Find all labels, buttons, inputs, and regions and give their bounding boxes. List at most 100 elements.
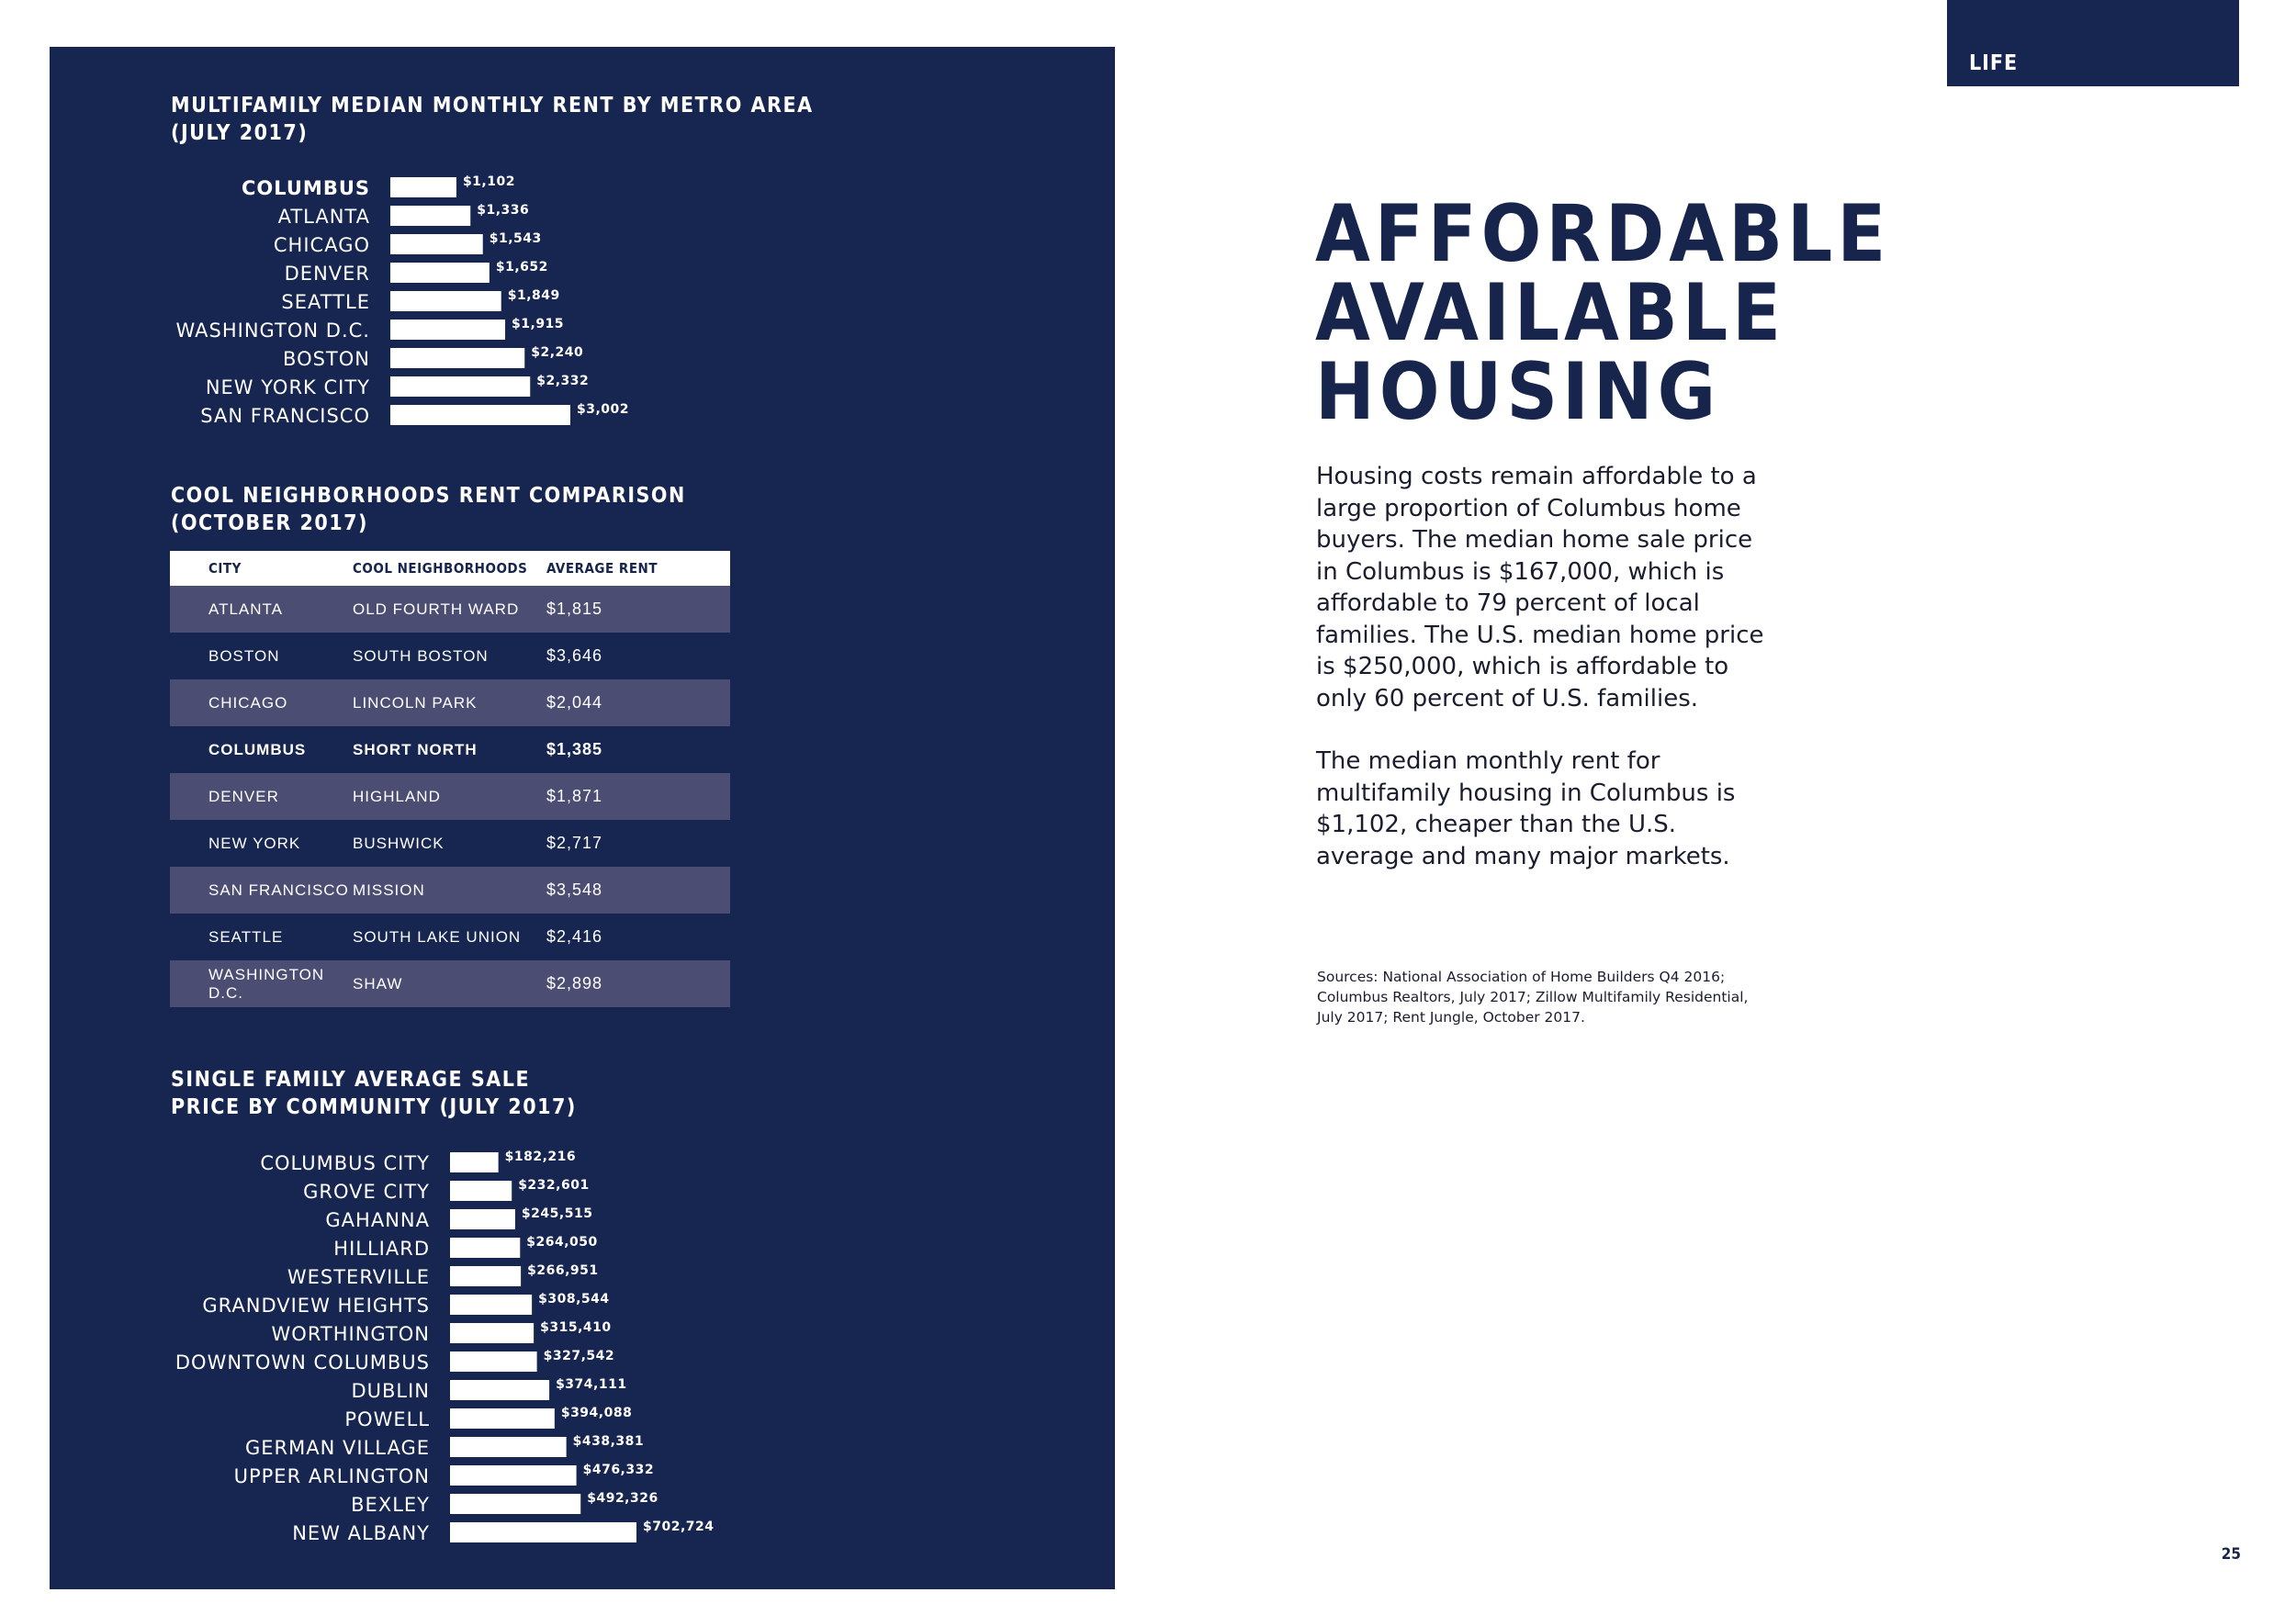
rent-comparison-table-wrap: CITY COOL NEIGHBORHOODS AVERAGE RENT ATL… — [170, 551, 730, 1007]
cell-city: ATLANTA — [170, 586, 353, 633]
data-label: $1,915 — [512, 317, 564, 331]
data-label: $374,111 — [556, 1377, 627, 1392]
column-header-average-rent: AVERAGE RENT — [546, 551, 730, 586]
sale-chart-svg: COLUMBUS CITY $182,216 GROVE CITY $232,601 G… — [175, 1150, 715, 1544]
table-row: WASHINGTON D.C. SHAW $2,898 — [170, 960, 730, 1007]
rent-table-title: COOL NEIGHBORHOODS RENT COMPARISON (OCTO… — [171, 484, 686, 535]
column-header-city: CITY — [170, 551, 353, 586]
category-label: GRANDVIEW HEIGHTS — [202, 1295, 430, 1317]
data-label: $245,515 — [522, 1206, 593, 1221]
category-label: WORTHINGTON — [272, 1323, 430, 1345]
bar — [450, 1351, 537, 1372]
category-label: COLUMBUS CITY — [260, 1152, 430, 1174]
category-label: SEATTLE — [281, 291, 370, 313]
cell-neighborhood: OLD FOURTH WARD — [353, 586, 546, 633]
data-label: $2,332 — [536, 374, 589, 388]
data-label: $702,724 — [643, 1520, 715, 1534]
sale-chart-title: SINGLE FAMILY AVERAGE SALE PRICE BY COMM… — [171, 1068, 577, 1119]
bar — [390, 206, 471, 226]
section-tab: LIFE — [1947, 0, 2239, 86]
cell-neighborhood: MISSION — [353, 867, 546, 914]
data-label: $308,544 — [538, 1292, 610, 1307]
category-label: POWELL — [344, 1408, 430, 1430]
bar — [450, 1437, 567, 1457]
data-label: $2,240 — [531, 345, 583, 360]
cell-average-rent: $1,385 — [546, 740, 603, 758]
category-label: GERMAN VILLAGE — [245, 1437, 430, 1459]
category-label: NEW YORK CITY — [206, 376, 370, 398]
table-row: DENVER HIGHLAND $1,871 — [170, 773, 730, 820]
cell-city: NEW YORK — [208, 834, 301, 852]
cell-neighborhood: SHORT NORTH — [353, 740, 478, 758]
data-label: $266,951 — [527, 1263, 599, 1278]
page-number: 25 — [2221, 1545, 2241, 1564]
cell-average-rent: $1,815 — [546, 586, 730, 633]
category-label: UPPER ARLINGTON — [234, 1465, 430, 1487]
category-label: GAHANNA — [325, 1209, 430, 1231]
data-label: $232,601 — [518, 1178, 590, 1193]
cell-average-rent: $3,548 — [546, 867, 730, 914]
cell-average-rent: $2,898 — [546, 960, 730, 1007]
cell-neighborhood: BUSHWICK — [353, 834, 445, 852]
headline-line: AFFORDABLE — [1315, 188, 1891, 280]
table-row: SEATTLE SOUTH LAKE UNION $2,416 — [170, 914, 730, 960]
rent-bar-chart: COLUMBUS $1,102 ATLANTA $1,336 CHICAGO $1,543… — [0, 0, 698, 441]
data-label: $1,652 — [496, 260, 548, 275]
bar — [390, 348, 525, 368]
cell-city: CHICAGO — [170, 679, 353, 726]
bar — [450, 1209, 515, 1229]
table-row: NEW YORK BUSHWICK $2,717 — [170, 820, 730, 867]
bar — [450, 1323, 535, 1343]
bar — [450, 1238, 521, 1258]
sources-note: Sources: National Association of Home Bu… — [1317, 969, 1749, 1026]
bar — [450, 1266, 522, 1286]
data-label: $3,002 — [577, 402, 629, 417]
cell-neighborhood: HIGHLAND — [353, 773, 546, 820]
bar — [450, 1380, 550, 1400]
data-label: $476,332 — [583, 1463, 655, 1477]
rent-chart-title: MULTIFAMILY MEDIAN MONTHLY RENT BY METRO… — [171, 94, 814, 145]
category-label: DOWNTOWN COLUMBUS — [175, 1351, 430, 1374]
bar — [390, 376, 531, 397]
body-paragraph: Housing costs remain affordable to a lar… — [1316, 463, 1764, 712]
data-label: $1,336 — [477, 203, 529, 218]
section-tab-label: LIFE — [1969, 51, 2019, 75]
bar — [390, 320, 506, 340]
bar — [450, 1522, 636, 1542]
headline-line: HOUSING — [1315, 346, 1721, 438]
data-label: $1,102 — [463, 174, 515, 189]
bar — [450, 1152, 499, 1172]
column-header-neighborhood: COOL NEIGHBORHOODS — [353, 551, 546, 586]
cell-average-rent: $3,646 — [546, 646, 603, 665]
category-label: NEW ALBANY — [292, 1522, 430, 1544]
sale-price-bar-chart: COLUMBUS CITY $182,216 GROVE CITY $232,601 G… — [0, 0, 735, 1561]
cell-neighborhood: SHAW — [353, 960, 546, 1007]
bar — [450, 1181, 512, 1201]
bar — [450, 1494, 581, 1514]
table-row: BOSTON SOUTH BOSTON $3,646 — [170, 633, 730, 679]
category-label: BEXLEY — [351, 1494, 430, 1516]
data-label: $315,410 — [540, 1320, 612, 1335]
table-row: CHICAGO LINCOLN PARK $2,044 — [170, 679, 730, 726]
page-headline: AFFORDABLE AVAILABLE HOUSING — [1315, 195, 1890, 432]
cell-city: BOSTON — [208, 646, 280, 665]
category-label: HILLIARD — [333, 1238, 430, 1260]
data-label: $182,216 — [505, 1150, 577, 1164]
bar — [450, 1465, 577, 1486]
bar — [390, 177, 456, 197]
bar — [450, 1408, 555, 1429]
cell-average-rent: $2,416 — [546, 927, 603, 946]
category-label: WESTERVILLE — [287, 1266, 430, 1288]
cell-average-rent: $2,717 — [546, 834, 603, 852]
table-row: COLUMBUS SHORT NORTH $1,385 — [170, 726, 730, 773]
cell-average-rent: $2,044 — [546, 679, 730, 726]
cell-city: SEATTLE — [208, 927, 284, 946]
category-label: ATLANTA — [278, 206, 370, 228]
data-label: $1,849 — [508, 288, 560, 303]
category-label: BOSTON — [283, 348, 370, 370]
cell-city: COLUMBUS — [208, 740, 307, 758]
category-label: WASHINGTON D.C. — [176, 320, 370, 342]
category-label: COLUMBUS — [242, 177, 370, 199]
bar — [390, 263, 490, 283]
data-label: $492,326 — [587, 1491, 658, 1506]
